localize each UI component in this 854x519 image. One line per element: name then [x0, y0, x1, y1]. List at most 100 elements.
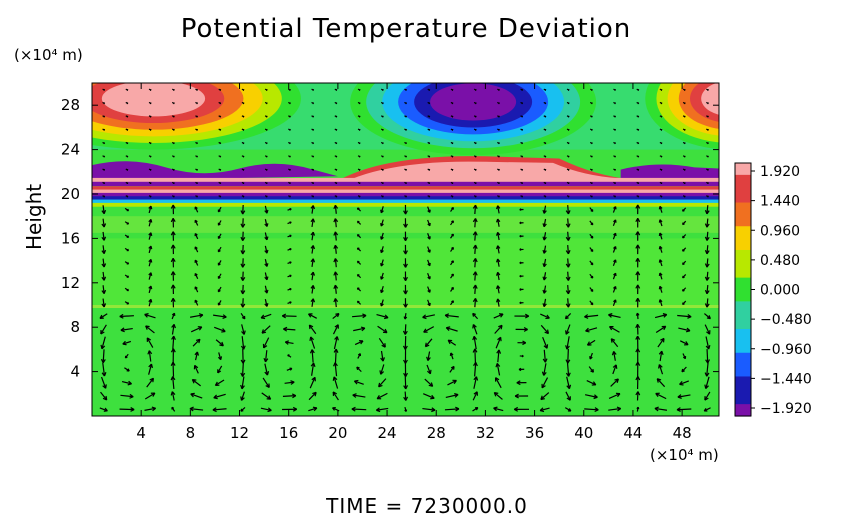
plot-frame — [91, 82, 720, 417]
wind-vector — [212, 407, 227, 413]
wind-vector — [496, 205, 501, 214]
wind-vector — [658, 364, 664, 375]
colorbar-segment — [735, 336, 751, 342]
wind-vector — [520, 88, 524, 91]
wind-vector — [542, 232, 547, 241]
y-tick-label: 12 — [61, 274, 80, 292]
wind-vector — [519, 274, 524, 278]
colorbar-segment — [735, 317, 751, 322]
wind-vector — [589, 287, 594, 292]
wind-vector — [658, 205, 663, 213]
wind-vector — [99, 313, 108, 320]
wind-vector — [380, 299, 384, 307]
wind-vector — [356, 207, 362, 212]
wind-vector — [682, 220, 687, 226]
x-tick-label: 32 — [476, 424, 495, 442]
wind-vector — [450, 195, 454, 198]
x-tick-label: 24 — [378, 424, 397, 442]
wind-vector — [450, 168, 454, 171]
wind-vector — [658, 245, 663, 253]
wind-vector — [682, 234, 687, 239]
wind-vector — [380, 219, 384, 227]
wind-vector — [144, 406, 157, 412]
wind-vector — [287, 261, 292, 265]
wind-vector — [288, 88, 291, 91]
wind-vector — [124, 207, 130, 212]
wind-vector — [636, 155, 640, 158]
wind-vector — [682, 353, 687, 360]
wind-vector — [124, 234, 130, 238]
wind-vector — [380, 195, 384, 198]
wind-vector — [102, 168, 106, 171]
wind-vector — [380, 232, 384, 240]
colorbar-segment — [735, 325, 751, 330]
wind-vector — [612, 219, 617, 227]
wind-vector — [450, 88, 454, 91]
wind-vector — [636, 168, 640, 171]
wind-vector — [217, 206, 222, 213]
wind-vector — [427, 195, 431, 198]
wind-vector — [494, 324, 503, 334]
wind-vector — [356, 273, 362, 279]
wind-vector — [497, 181, 500, 185]
colorbar-segment — [735, 360, 751, 366]
wind-vector — [543, 168, 547, 171]
wind-vector — [148, 272, 153, 280]
wind-vector — [357, 181, 361, 185]
wind-vector — [704, 376, 710, 389]
wind-vector — [148, 155, 152, 158]
wind-vector — [287, 274, 292, 278]
wind-vector — [497, 141, 500, 145]
strat-band — [92, 196, 719, 201]
colorbar-segment — [735, 388, 751, 393]
wind-vector — [589, 247, 594, 253]
wind-vector — [589, 101, 593, 105]
wind-vector — [101, 285, 107, 295]
wind-vector — [427, 233, 431, 240]
wind-vector — [380, 168, 384, 171]
wind-vector — [311, 168, 315, 171]
wind-vector — [427, 155, 431, 158]
wind-vector — [676, 407, 692, 412]
wind-vector — [450, 128, 454, 131]
wind-vector — [447, 339, 457, 346]
wind-vector — [585, 327, 598, 333]
wind-vector — [376, 392, 388, 400]
warm-layer-core — [350, 161, 621, 183]
colorbar-segment — [735, 257, 751, 263]
wind-vector — [635, 335, 641, 350]
wind-vector — [589, 168, 593, 171]
wind-vector — [352, 393, 366, 398]
wind-vector — [310, 362, 316, 376]
y-tick-label: 20 — [61, 185, 80, 203]
wind-vector — [308, 324, 317, 335]
y-tick-label: 28 — [61, 96, 80, 114]
wind-vector — [217, 246, 222, 253]
wind-vector — [658, 259, 663, 267]
wind-vector — [287, 221, 292, 225]
wind-vector — [310, 271, 316, 281]
wind-vector — [565, 391, 571, 401]
wind-vector — [493, 406, 504, 412]
wind-vector — [403, 271, 408, 282]
wind-vector — [682, 260, 687, 266]
wind-vector — [403, 313, 408, 320]
wind-vector — [586, 339, 596, 346]
wind-vector — [497, 88, 500, 91]
wind-vector — [682, 300, 687, 306]
wind-vector — [170, 271, 176, 281]
wind-vector — [496, 218, 501, 227]
wind-vector — [497, 195, 500, 198]
wind-vector — [310, 298, 316, 307]
wind-vector — [403, 204, 408, 215]
wind-vector — [375, 407, 389, 413]
colorbar-segment — [735, 230, 751, 235]
warm-anomaly-right — [645, 83, 719, 150]
wind-vector — [125, 195, 129, 198]
wind-vector — [681, 366, 687, 373]
wind-vector — [682, 207, 687, 212]
wind-vector — [472, 335, 478, 350]
wind-vector — [356, 260, 362, 265]
colorbar-segment — [735, 396, 751, 401]
wind-vector — [589, 300, 594, 306]
